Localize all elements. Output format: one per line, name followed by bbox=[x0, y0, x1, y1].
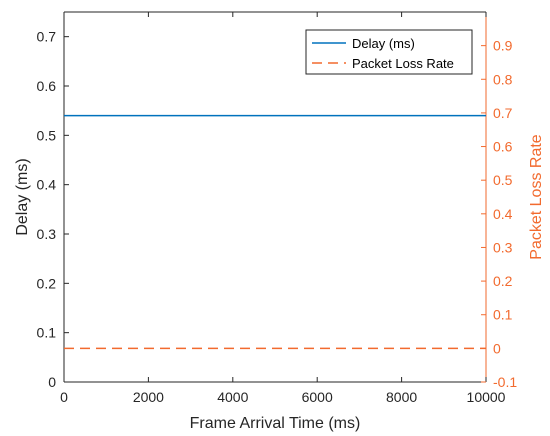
left-y-tick-label: 0.6 bbox=[37, 78, 57, 94]
legend: Delay (ms) Packet Loss Rate bbox=[305, 29, 473, 75]
left-y-tick-label: 0.4 bbox=[37, 177, 57, 193]
right-y-tick-label: 0.9 bbox=[493, 38, 513, 54]
right-y-axis-label: Packet Loss Rate bbox=[528, 134, 545, 260]
left-y-tick-label: 0 bbox=[48, 374, 56, 390]
x-tick-label: 10000 bbox=[467, 389, 506, 405]
x-axis-ticks: 0 2000 4000 6000 8000 10000 bbox=[60, 12, 506, 405]
x-tick-label: 8000 bbox=[386, 389, 417, 405]
right-y-tick-label: 0.4 bbox=[493, 206, 513, 222]
right-y-tick-label: 0.3 bbox=[493, 239, 513, 255]
right-y-tick-label: 0.8 bbox=[493, 71, 513, 87]
left-y-tick-label: 0.7 bbox=[37, 29, 57, 45]
left-y-tick-label: 0.5 bbox=[37, 127, 57, 143]
x-tick-label: 0 bbox=[60, 389, 68, 405]
x-tick-label: 6000 bbox=[302, 389, 333, 405]
right-y-tick-label: 0.7 bbox=[493, 105, 513, 121]
right-y-tick-label: 0.6 bbox=[493, 139, 513, 155]
left-y-tick-label: 0.2 bbox=[37, 275, 57, 291]
left-y-axis-ticks: 0 0.1 0.2 0.3 0.4 0.5 0.6 0.7 bbox=[37, 29, 69, 390]
x-tick-label: 2000 bbox=[133, 389, 164, 405]
right-y-tick-label: 0 bbox=[493, 340, 501, 356]
right-y-tick-label: -0.1 bbox=[493, 374, 517, 390]
right-y-tick-label: 0.1 bbox=[493, 307, 513, 323]
left-y-tick-label: 0.1 bbox=[37, 325, 57, 341]
right-y-tick-label: 0.2 bbox=[493, 273, 513, 289]
right-y-tick-label: 0.5 bbox=[493, 172, 513, 188]
left-y-tick-label: 0.3 bbox=[37, 226, 57, 242]
x-axis-label: Frame Arrival Time (ms) bbox=[190, 415, 361, 432]
x-tick-label: 4000 bbox=[217, 389, 248, 405]
legend-label-delay: Delay (ms) bbox=[352, 36, 415, 51]
series-lines bbox=[64, 114, 486, 350]
left-y-axis-label: Delay (ms) bbox=[14, 158, 31, 235]
right-y-axis-ticks: -0.1 0 0.1 0.2 0.3 0.4 0.5 0.6 0.7 0.8 0.9 bbox=[481, 38, 517, 390]
legend-box bbox=[305, 29, 473, 75]
legend-label-packet-loss: Packet Loss Rate bbox=[352, 56, 454, 71]
